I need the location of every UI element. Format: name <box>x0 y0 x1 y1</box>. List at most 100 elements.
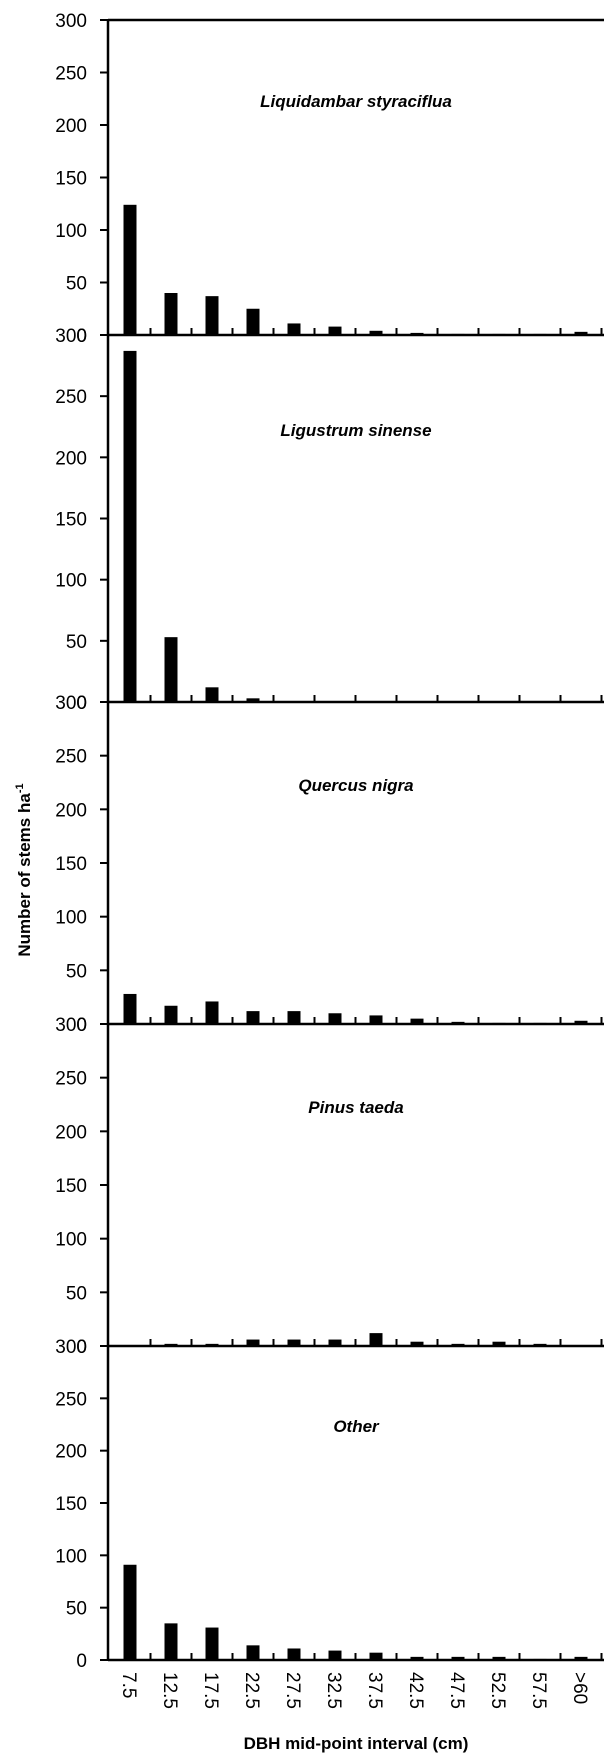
chart-panels: Liquidambar styraciflua 0 50 100 150 200 250 30… <box>55 11 604 1709</box>
y-tick-label: 200 <box>55 448 87 469</box>
panel-pinus-taeda: Pinus taeda 0 50 100 150 200 250 300 <box>55 1015 604 1358</box>
x-tick-label: 37.5 <box>364 1672 385 1709</box>
bar <box>205 1627 219 1660</box>
panel-title: Other <box>333 1417 380 1436</box>
bar <box>123 204 137 335</box>
bar <box>246 1645 260 1660</box>
bar <box>492 1656 506 1660</box>
x-tick-label: 47.5 <box>446 1672 467 1709</box>
bar <box>451 1656 465 1660</box>
x-tick-label: 52.5 <box>487 1672 508 1709</box>
y-tick-label: 50 <box>66 274 87 295</box>
bar <box>205 1001 219 1024</box>
y-tick-label: 300 <box>55 11 87 32</box>
bar <box>246 1339 260 1346</box>
y-tick-label: 0 <box>76 1015 87 1036</box>
bar <box>246 308 260 335</box>
bar <box>205 296 219 335</box>
bar <box>574 1020 588 1024</box>
bar <box>164 1623 178 1660</box>
bar <box>287 1648 301 1660</box>
y-tick-label: 150 <box>55 169 87 190</box>
y-tick-label: 250 <box>55 1069 87 1090</box>
y-tick-label: 100 <box>55 908 87 929</box>
x-tick-label: 32.5 <box>323 1672 344 1709</box>
y-axis-title: Number of stems ha-1 <box>14 783 34 956</box>
panel-quercus-nigra: Quercus nigra 0 50 100 150 200 250 300 <box>55 693 604 1036</box>
bar <box>410 1656 424 1660</box>
panel-ligustrum-sinense: Ligustrum sinense 0 50 100 150 200 250 300 <box>55 326 604 714</box>
y-tick-label: 150 <box>55 854 87 875</box>
y-tick-label: 300 <box>55 326 87 347</box>
y-tick-label: 50 <box>66 1599 87 1620</box>
bar <box>369 330 383 335</box>
x-tick-label: 12.5 <box>159 1672 180 1709</box>
bar <box>246 698 260 702</box>
y-tick-label: 250 <box>55 64 87 85</box>
y-tick-label: 0 <box>76 326 87 347</box>
x-tick-label: 42.5 <box>405 1672 426 1709</box>
bar <box>123 350 137 702</box>
y-tick-label: 150 <box>55 1494 87 1515</box>
y-tick-label: 100 <box>55 1230 87 1251</box>
bar <box>164 637 178 702</box>
bar <box>123 1564 137 1660</box>
y-tick-label: 150 <box>55 510 87 531</box>
y-tick-label: 100 <box>55 221 87 242</box>
y-tick-label: 0 <box>76 693 87 714</box>
panel-other: Other 0 50 100 150 200 250 300 <box>55 1337 604 1672</box>
bar <box>164 293 178 335</box>
bar <box>328 1339 342 1346</box>
bar <box>369 1015 383 1024</box>
bar <box>287 323 301 335</box>
y-tick-label: 0 <box>76 1337 87 1358</box>
y-tick-label: 100 <box>55 571 87 592</box>
x-tick-label: 17.5 <box>200 1672 221 1709</box>
panel-title: Liquidambar styraciflua <box>260 92 452 111</box>
y-axis-title-text: Number of stems ha <box>15 793 34 957</box>
bar <box>287 1339 301 1346</box>
bar <box>574 1656 588 1660</box>
y-tick-label: 300 <box>55 1015 87 1036</box>
x-tick-label: >60 <box>569 1672 590 1704</box>
x-tick-label: 27.5 <box>282 1672 303 1709</box>
bar <box>492 1341 506 1346</box>
bar <box>328 1013 342 1024</box>
bar <box>287 1011 301 1024</box>
x-axis-title: DBH mid-point interval (cm) <box>244 1734 469 1753</box>
y-tick-label: 100 <box>55 1546 87 1567</box>
x-tick-label: 57.5 <box>528 1672 549 1709</box>
bar <box>410 1018 424 1024</box>
y-axis-title-superscript: -1 <box>14 783 26 793</box>
y-tick-label: 150 <box>55 1176 87 1197</box>
bar <box>205 687 219 702</box>
bar <box>410 1341 424 1346</box>
y-tick-label: 200 <box>55 800 87 821</box>
panel-title: Ligustrum sinense <box>280 421 431 440</box>
bar <box>369 1333 383 1346</box>
y-tick-label: 200 <box>55 116 87 137</box>
bar <box>123 993 137 1024</box>
y-tick-label: 300 <box>55 1337 87 1358</box>
y-tick-label: 200 <box>55 1122 87 1143</box>
bar <box>574 331 588 335</box>
y-tick-label: 50 <box>66 961 87 982</box>
x-tick-label: 22.5 <box>241 1672 262 1709</box>
y-tick-label: 250 <box>55 747 87 768</box>
bar <box>164 1005 178 1024</box>
y-tick-label: 200 <box>55 1442 87 1463</box>
panel-title: Pinus taeda <box>308 1098 403 1117</box>
bar <box>328 326 342 335</box>
y-tick-label: 50 <box>66 632 87 653</box>
panel-liquidambar-styraciflua: Liquidambar styraciflua 0 50 100 150 200 250 30… <box>55 11 604 347</box>
bar <box>328 1650 342 1660</box>
bar <box>369 1652 383 1660</box>
y-tick-label: 50 <box>66 1283 87 1304</box>
bar <box>246 1011 260 1024</box>
y-tick-label: 300 <box>55 693 87 714</box>
x-tick-label: 7.5 <box>118 1672 139 1698</box>
y-tick-label: 250 <box>55 387 87 408</box>
y-tick-label: 0 <box>76 1651 87 1672</box>
y-tick-label: 250 <box>55 1389 87 1410</box>
